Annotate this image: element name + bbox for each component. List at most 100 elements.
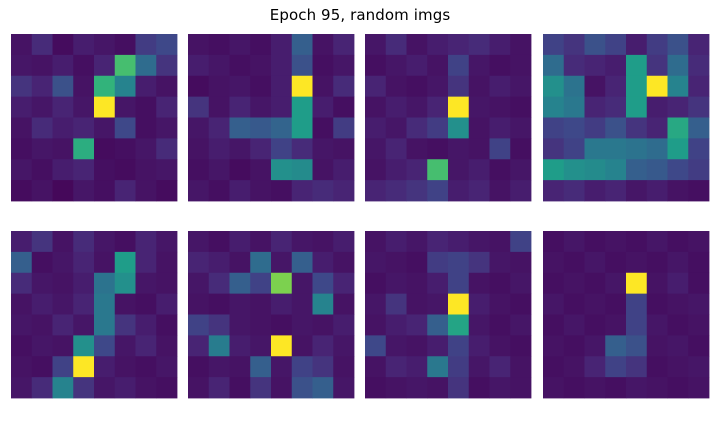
heatmap-cell bbox=[312, 335, 334, 357]
heatmap-cell bbox=[427, 96, 449, 118]
heatmap-cell bbox=[114, 34, 136, 56]
heatmap-cell bbox=[188, 377, 210, 399]
heatmap-cell bbox=[250, 117, 272, 139]
heatmap-cell bbox=[510, 138, 532, 160]
heatmap-cell bbox=[510, 314, 532, 336]
heatmap-cell bbox=[135, 159, 157, 181]
heatmap-cell bbox=[563, 356, 585, 378]
heatmap-cell bbox=[11, 272, 33, 295]
heatmap-cell bbox=[563, 117, 585, 139]
heatmap-cell bbox=[11, 138, 33, 160]
heatmap-cell bbox=[543, 34, 565, 56]
heatmap-cell bbox=[448, 180, 470, 202]
heatmap-cell bbox=[114, 138, 136, 160]
heatmap-cell bbox=[626, 314, 648, 336]
heatmap-cell bbox=[114, 54, 136, 77]
heatmap-cell bbox=[52, 231, 74, 253]
heatmap-cell bbox=[271, 159, 293, 181]
heatmap-cell bbox=[626, 356, 648, 378]
heatmap-cell bbox=[291, 377, 313, 399]
heatmap-cell bbox=[73, 96, 95, 118]
heatmap-cell bbox=[543, 356, 565, 378]
heatmap-cell bbox=[468, 96, 490, 118]
heatmap-cell bbox=[31, 54, 53, 77]
heatmap-cell bbox=[250, 138, 272, 160]
heatmap-cell bbox=[427, 231, 449, 253]
heatmap-cell bbox=[468, 231, 490, 253]
heatmap-cell bbox=[250, 159, 272, 181]
heatmap-cell bbox=[510, 159, 532, 181]
heatmap-cell bbox=[489, 96, 511, 118]
heatmap-cell bbox=[489, 117, 511, 139]
heatmap-cell bbox=[468, 138, 490, 160]
heatmap-cell bbox=[406, 356, 428, 378]
heatmap-cell bbox=[448, 96, 470, 118]
heatmap-cell bbox=[605, 272, 627, 295]
heatmap-cell bbox=[188, 180, 210, 202]
heatmap-cell bbox=[510, 180, 532, 202]
heatmap-cell bbox=[385, 180, 407, 202]
heatmap-cell bbox=[291, 54, 313, 77]
heatmap-cell bbox=[73, 117, 95, 139]
heatmap-cell bbox=[333, 356, 355, 378]
heatmap-cell bbox=[667, 117, 689, 139]
heatmap-cell bbox=[563, 180, 585, 202]
heatmap-cell bbox=[510, 272, 532, 295]
heatmap-cell bbox=[271, 377, 293, 399]
heatmap-cell bbox=[156, 356, 178, 378]
heatmap-cell bbox=[135, 314, 157, 336]
heatmap-cell bbox=[427, 272, 449, 295]
heatmap-cell bbox=[271, 96, 293, 118]
heatmap-cell bbox=[156, 96, 178, 118]
heatmap-cell bbox=[188, 335, 210, 357]
heatmap-cell bbox=[135, 377, 157, 399]
heatmap-cell bbox=[94, 293, 116, 315]
heatmap-cell bbox=[543, 54, 565, 77]
heatmap-cell bbox=[31, 180, 53, 202]
heatmap-cell bbox=[667, 293, 689, 315]
heatmap-cell bbox=[489, 251, 511, 274]
heatmap-cell bbox=[94, 314, 116, 336]
heatmap-cell bbox=[291, 251, 313, 274]
heatmap-cell bbox=[365, 117, 387, 139]
heatmap-cell bbox=[385, 159, 407, 181]
heatmap-cell bbox=[114, 251, 136, 274]
heatmap-cell bbox=[52, 54, 74, 77]
heatmap-cell bbox=[365, 180, 387, 202]
heatmap-cell bbox=[385, 314, 407, 336]
heatmap-cell bbox=[333, 34, 355, 56]
heatmap-cell bbox=[626, 34, 648, 56]
heatmap-cell bbox=[427, 251, 449, 274]
heatmap-cell bbox=[333, 54, 355, 77]
heatmap-cell bbox=[229, 335, 251, 357]
heatmap-cell bbox=[626, 180, 648, 202]
heatmap-cell bbox=[114, 272, 136, 295]
heatmap-cell bbox=[584, 96, 606, 118]
heatmap-cell bbox=[156, 377, 178, 399]
heatmap-cell bbox=[646, 314, 668, 336]
heatmap-cell bbox=[312, 356, 334, 378]
heatmap-cell bbox=[229, 231, 251, 253]
heatmap-cell bbox=[667, 356, 689, 378]
heatmap-cell bbox=[626, 117, 648, 139]
heatmap-cell bbox=[626, 377, 648, 399]
heatmap-cell bbox=[11, 159, 33, 181]
heatmap-cell bbox=[543, 180, 565, 202]
heatmap-cell bbox=[605, 96, 627, 118]
heatmap-cell bbox=[646, 356, 668, 378]
heatmap-cell bbox=[667, 377, 689, 399]
heatmap-cell bbox=[208, 335, 230, 357]
heatmap-cell bbox=[489, 314, 511, 336]
heatmap-cell bbox=[584, 138, 606, 160]
heatmap-cell bbox=[312, 54, 334, 77]
heatmap-cell bbox=[563, 54, 585, 77]
heatmap-cell bbox=[563, 335, 585, 357]
heatmap-cell bbox=[31, 377, 53, 399]
heatmap-cell bbox=[94, 117, 116, 139]
heatmap-cell bbox=[489, 34, 511, 56]
heatmap-cell bbox=[114, 96, 136, 118]
heatmap-cell bbox=[94, 335, 116, 357]
heatmap-cell bbox=[468, 356, 490, 378]
heatmap-cell bbox=[406, 159, 428, 181]
heatmap-cell bbox=[605, 314, 627, 336]
